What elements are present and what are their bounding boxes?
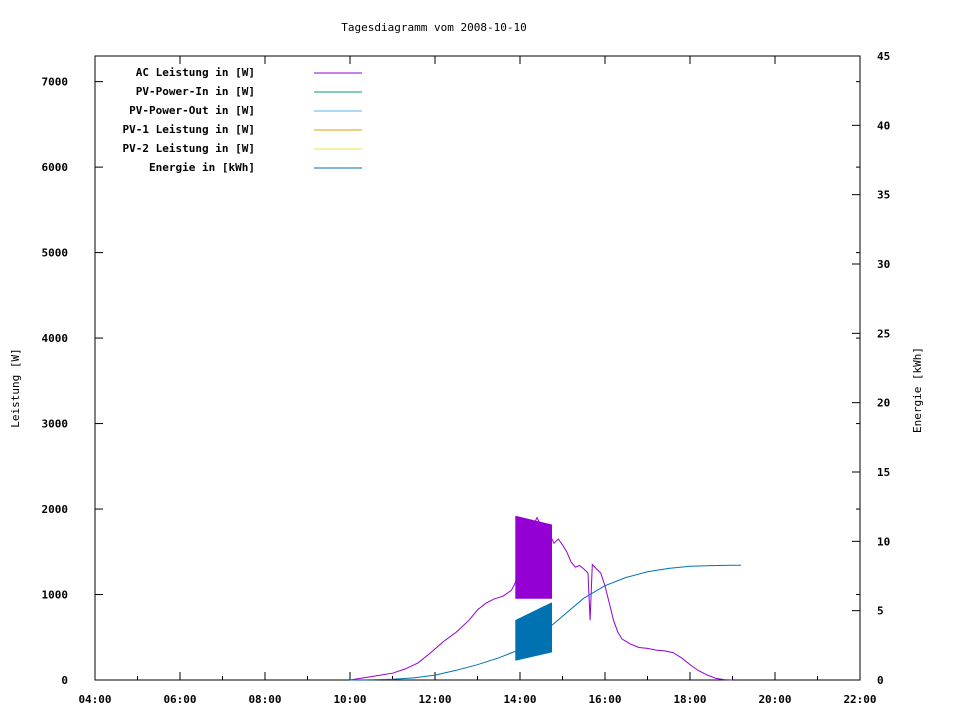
y-tick-label: 2000: [42, 503, 69, 516]
y2-tick-label: 35: [877, 189, 890, 202]
x-tick-label: 18:00: [673, 693, 706, 706]
legend-label: PV-Power-In in [W]: [136, 85, 255, 98]
y2-tick-label: 5: [877, 605, 884, 618]
legend-label: PV-Power-Out in [W]: [129, 104, 255, 117]
x-tick-label: 04:00: [78, 693, 111, 706]
x-axis: 04:00 06:00 08:00 10:00 12:00 14:00 16:00 18:00…: [78, 56, 877, 706]
y2-tick-label: 25: [877, 327, 890, 340]
y-tick-label: 7000: [42, 76, 69, 89]
y2-tick-label: 15: [877, 466, 890, 479]
y-tick-label: 6000: [42, 161, 69, 174]
y2-tick-label: 45: [877, 50, 890, 63]
y-tick-label: 3000: [42, 418, 69, 431]
legend: AC Leistung in [W] PV-Power-In in [W] PV-P…: [123, 66, 362, 174]
y2-tick-label: 0: [877, 674, 884, 687]
y2-tick-label: 10: [877, 535, 890, 548]
legend-label: Energie in [kWh]: [149, 161, 255, 174]
x-tick-label: 20:00: [758, 693, 791, 706]
legend-label: PV-1 Leistung in [W]: [123, 123, 255, 136]
y-axis-label: Leistung [W]: [9, 348, 22, 427]
ac-noise-band: [515, 515, 552, 599]
x-tick-label: 12:00: [418, 693, 451, 706]
legend-label: PV-2 Leistung in [W]: [123, 142, 255, 155]
legend-label: AC Leistung in [W]: [136, 66, 255, 79]
x-tick-label: 22:00: [843, 693, 876, 706]
x-tick-label: 10:00: [333, 693, 366, 706]
y2-tick-label: 20: [877, 397, 890, 410]
y2-tick-label: 30: [877, 258, 890, 271]
y-tick-label: 5000: [42, 247, 69, 260]
series-layer: [349, 515, 741, 681]
x-tick-label: 06:00: [163, 693, 196, 706]
chart-title: Tagesdiagramm vom 2008-10-10: [341, 21, 526, 34]
energy-noise-band: [515, 602, 552, 661]
y-tick-label: 1000: [42, 589, 69, 602]
y-tick-label: 0: [61, 674, 68, 687]
x-tick-label: 08:00: [248, 693, 281, 706]
y-tick-label: 4000: [42, 332, 69, 345]
series-line: [349, 516, 733, 681]
right-axis: 0 5 10 15 20 25 30 35 40 45: [852, 50, 890, 687]
x-tick-label: 16:00: [588, 693, 621, 706]
y2-axis-label: Energie [kWh]: [911, 347, 924, 433]
y2-tick-label: 40: [877, 119, 890, 132]
left-axis: 0 1000 2000 3000 4000 5000 6000 7000: [42, 76, 860, 687]
x-tick-label: 14:00: [503, 693, 536, 706]
